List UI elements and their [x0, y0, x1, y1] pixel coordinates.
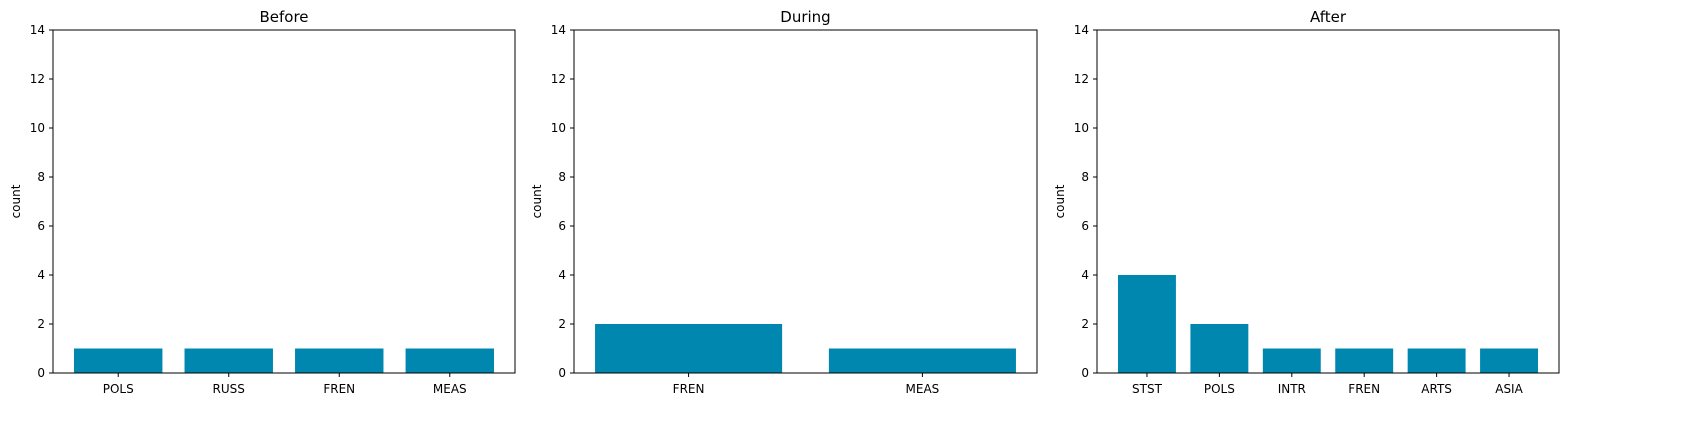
y-tick-label: 0: [558, 366, 566, 380]
chart-title: After: [1310, 8, 1347, 26]
x-tick-label: FREN: [673, 382, 705, 396]
axes-frame: [573, 29, 1038, 374]
x-tick-label: STST: [1132, 382, 1163, 396]
x-tick-label: INTR: [1278, 382, 1306, 396]
y-tick-label: 4: [1081, 268, 1089, 282]
x-tick-label: MEAS: [433, 382, 467, 396]
bar-stst: [1118, 275, 1176, 373]
bar-pols: [74, 348, 163, 373]
chart-title: During: [780, 8, 830, 26]
y-tick-label: 0: [1081, 366, 1089, 380]
y-tick-label: 8: [37, 170, 45, 184]
bar-russ: [184, 348, 273, 373]
x-tick-label: POLS: [1204, 382, 1235, 396]
y-tick-label: 2: [1081, 317, 1089, 331]
x-tick-label: RUSS: [213, 382, 245, 396]
y-tick-label: 2: [37, 317, 45, 331]
bar-fren: [1335, 348, 1394, 373]
y-tick-label: 2: [558, 317, 566, 331]
y-tick-label: 12: [1074, 72, 1089, 86]
y-tick-label: 4: [558, 268, 566, 282]
y-tick-label: 8: [558, 170, 566, 184]
bar-fren: [295, 348, 384, 373]
y-tick-label: 14: [551, 23, 566, 37]
x-tick-label: POLS: [103, 382, 134, 396]
bar-fren: [595, 324, 783, 373]
x-tick-label: ARTS: [1421, 382, 1452, 396]
y-tick-label: 0: [37, 366, 45, 380]
bar-meas: [405, 348, 494, 373]
y-tick-label: 14: [1074, 23, 1089, 37]
bar-pols: [1190, 324, 1249, 373]
chart-panel-2: 0 2 4 6 8 10 12 14 FREN MEAS During count: [530, 8, 1038, 396]
y-tick-label: 10: [30, 121, 45, 135]
chart-panel-1: 0 2 4 6 8 10 12 14 POLS RUSS FREN MEAS Before count: [9, 8, 516, 396]
y-tick-label: 10: [551, 121, 566, 135]
x-tick-label: ASIA: [1495, 382, 1523, 396]
y-axis-label: count: [1053, 184, 1067, 218]
y-axis-label: count: [530, 184, 544, 218]
axes-frame: [52, 29, 516, 374]
axes-frame: [1096, 29, 1560, 374]
y-tick-label: 10: [1074, 121, 1089, 135]
bar-meas: [828, 348, 1016, 373]
x-tick-label: FREN: [323, 382, 355, 396]
x-tick-label: FREN: [1348, 382, 1380, 396]
bar-asia: [1480, 348, 1538, 373]
y-tick-label: 6: [558, 219, 566, 233]
y-axis-label: count: [9, 184, 23, 218]
y-tick-label: 12: [30, 72, 45, 86]
y-tick-label: 12: [551, 72, 566, 86]
bar-intr: [1262, 348, 1321, 373]
x-tick-label: MEAS: [906, 382, 940, 396]
y-tick-label: 6: [1081, 219, 1089, 233]
y-tick-label: 4: [37, 268, 45, 282]
chart-panel-3: 0 2 4 6 8 10 12 14 STST POLS INTR FREN ARTS ASIA After…: [1053, 8, 1560, 396]
y-tick-label: 14: [30, 23, 45, 37]
y-tick-label: 8: [1081, 170, 1089, 184]
chart-title: Before: [259, 8, 308, 26]
y-tick-label: 6: [37, 219, 45, 233]
bar-arts: [1407, 348, 1466, 373]
